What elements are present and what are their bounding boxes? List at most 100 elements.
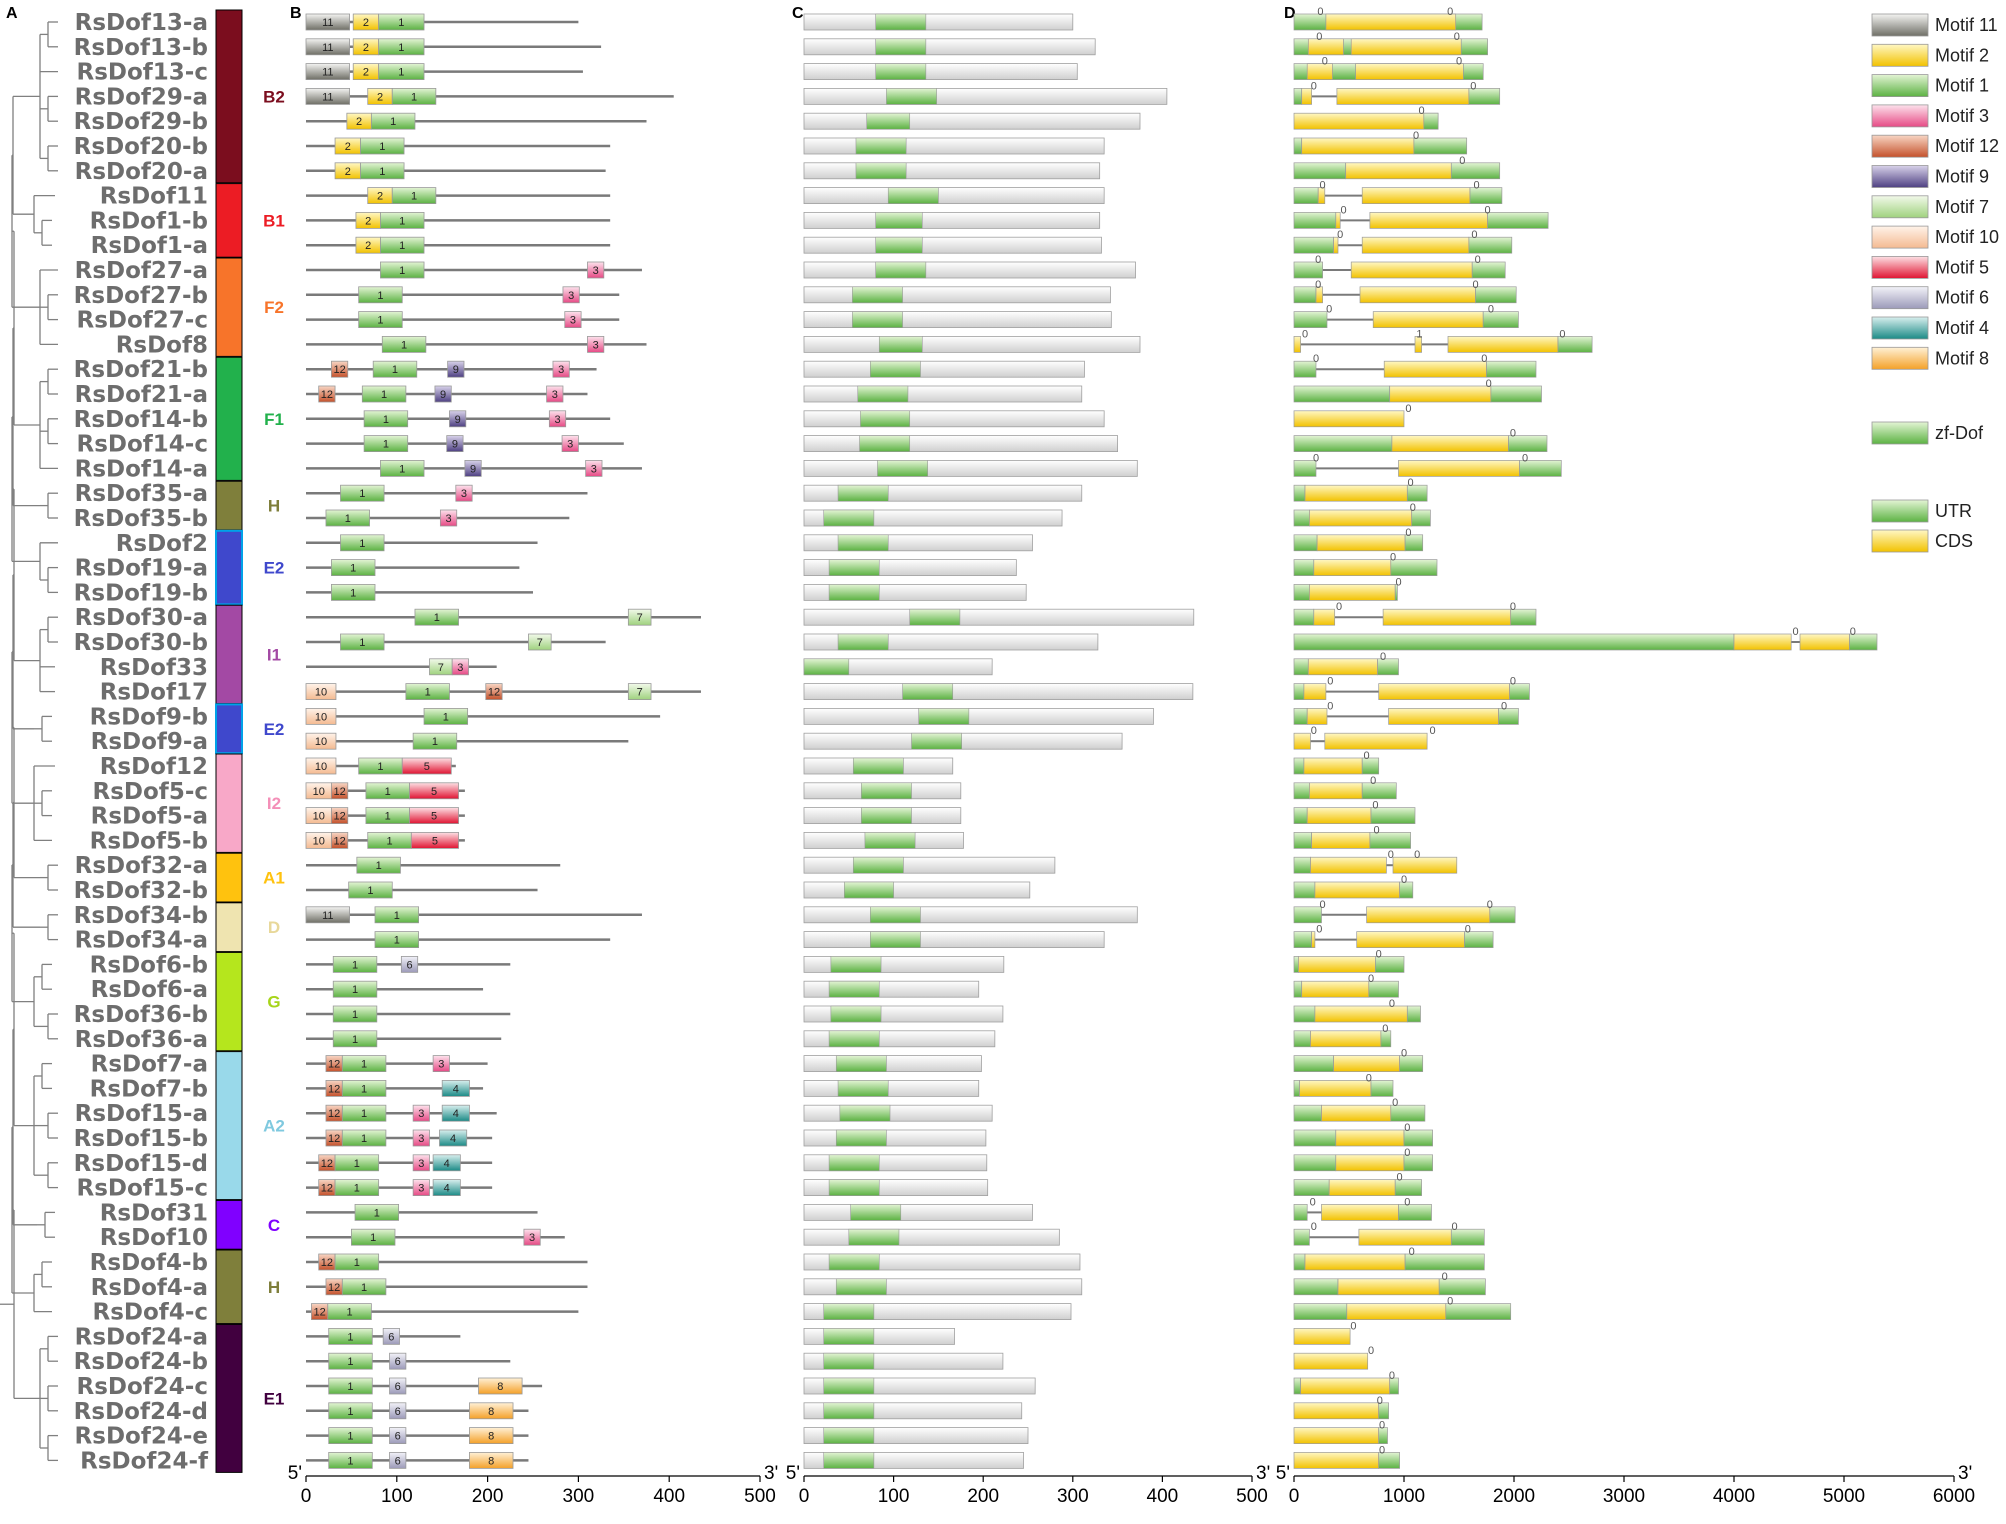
gene-name: RsDof1-a	[91, 233, 208, 259]
motif-1-box	[363, 410, 409, 428]
legend-swatch-motif-9	[1871, 165, 1929, 188]
motif-2-label: 2	[363, 17, 369, 29]
motif-3-label: 3	[558, 364, 564, 376]
zf-dof-domain	[875, 38, 927, 56]
motif-9-label: 9	[452, 439, 458, 451]
motif-6-box	[389, 1377, 407, 1395]
intron-phase-label: 0	[1310, 1196, 1316, 1208]
gene-name: RsDof35-a	[75, 481, 208, 507]
cds-segment	[1414, 336, 1422, 353]
motif-1-label: 1	[347, 1307, 353, 1319]
intron-phase-label: 0	[1413, 130, 1419, 142]
legend-label-motif-10: Motif 10	[1935, 227, 1999, 247]
utr-segment	[1403, 1129, 1433, 1147]
motif-1-box	[341, 1104, 387, 1122]
protein-length-bar	[803, 1104, 993, 1122]
gene-name: RsDof5-c	[93, 779, 208, 805]
gene-structure-panel: 0 0 0 0 0 0 0 0 0 0 0 0 0 0 0 0 0 0 0 0 0 0 0 0 0 1 0 0 0 0 0 0 0 0 0 0 0 0 0 0…	[1293, 6, 1878, 1469]
intron-phase-label: 0	[1793, 626, 1799, 638]
motif-1-label: 1	[398, 17, 404, 29]
intron-phase-label: 0	[1322, 56, 1328, 68]
cds-segment	[1315, 286, 1323, 304]
axis-b-tick-label: 0	[301, 1486, 312, 1507]
utr-segment	[1510, 608, 1537, 626]
protein-length-bar	[803, 931, 1105, 948]
subfamily-bar	[215, 1249, 243, 1325]
zf-dof-domain	[855, 162, 907, 180]
cds-segment	[1345, 162, 1452, 180]
motif-6-label: 6	[388, 1331, 394, 1343]
cds-segment	[1335, 1154, 1405, 1172]
utr-segment	[1293, 1377, 1301, 1395]
motif-3-label: 3	[591, 463, 597, 475]
zf-dof-domain	[870, 906, 921, 924]
cds-segment	[1293, 1452, 1380, 1469]
motif-11-box	[305, 63, 350, 80]
utr-segment	[1293, 509, 1310, 527]
protein-length-bar	[803, 311, 1112, 329]
intron-phase-label: 0	[1404, 1196, 1410, 1208]
intron-phase-label: 0	[1510, 676, 1516, 688]
gene-name: RsDof36-a	[75, 1027, 208, 1053]
motif-10-label: 10	[315, 687, 327, 699]
intron-phase-label: 0	[1454, 31, 1460, 43]
motif-11-box	[305, 906, 350, 924]
utr-segment	[1403, 1154, 1433, 1172]
subfamily-label: A1	[263, 869, 285, 888]
intron-phase-label: 0	[1456, 56, 1462, 68]
utr-segment	[1293, 856, 1311, 874]
axis-b-tick-label: 100	[381, 1486, 413, 1507]
motif-1-label: 1	[394, 910, 400, 922]
zf-dof-domain	[870, 931, 921, 948]
protein-length-bar	[803, 211, 1101, 229]
motif-3-box	[412, 1179, 430, 1196]
zf-dof-domain	[866, 112, 911, 130]
utr-segment	[1293, 1278, 1339, 1296]
gene-name: RsDof11	[100, 184, 208, 210]
motif-1-label: 1	[377, 315, 383, 327]
utr-segment	[1293, 980, 1303, 998]
legend-label-motif-2: Motif 2	[1935, 45, 1989, 65]
intron-phase-label: 0	[1389, 1370, 1395, 1382]
utr-segment	[1368, 980, 1399, 998]
motif-1-box	[334, 1253, 380, 1271]
cds-segment	[1293, 1352, 1369, 1370]
motif-1-box	[374, 931, 419, 948]
cds-segment	[1335, 212, 1341, 229]
intron-phase-label: 0	[1401, 1048, 1407, 1060]
gene-name: RsDof31	[100, 1200, 208, 1226]
gene-name: RsDof24-e	[75, 1424, 208, 1450]
intron-phase-label: 0	[1311, 1221, 1317, 1233]
intron-phase-label: 0	[1315, 279, 1321, 291]
motif-1-box	[325, 509, 370, 527]
intron-phase-label: 0	[1452, 1221, 1458, 1233]
motif-3-box	[455, 484, 473, 502]
axis-c-tick-label: 300	[1057, 1486, 1089, 1507]
motif-1-label: 1	[352, 959, 358, 971]
gene-name: RsDof29-b	[74, 109, 208, 135]
utr-segment	[1293, 1228, 1310, 1246]
axis-b-tick-label: 200	[472, 1486, 504, 1507]
motif-8-box	[469, 1402, 514, 1420]
motif-12-box	[331, 832, 349, 849]
motif-3-box	[561, 435, 579, 453]
gene-name: RsDof6-a	[91, 977, 208, 1003]
motif-12-label: 12	[488, 687, 500, 699]
gene-name: RsDof36-b	[74, 1002, 208, 1028]
cds-segment	[1398, 460, 1520, 477]
cds-segment	[1356, 931, 1465, 948]
cds-segment	[1350, 38, 1462, 56]
motif-10-box	[305, 757, 337, 775]
motif-6-label: 6	[395, 1431, 401, 1443]
gene-name: RsDof14-c	[77, 432, 209, 458]
legend-label-motif-11: Motif 11	[1935, 15, 1998, 35]
motif-3-label: 3	[438, 1059, 444, 1071]
motif-3-box	[585, 459, 603, 477]
protein-length-bar	[803, 385, 1083, 403]
gene-name: RsDof17	[100, 680, 208, 706]
subfamily-bar	[215, 1051, 243, 1201]
cds-segment	[1358, 1228, 1452, 1246]
subfamily-label: D	[268, 918, 280, 937]
motif-8-box	[478, 1377, 523, 1395]
intron-phase-label: 0	[1465, 924, 1471, 936]
